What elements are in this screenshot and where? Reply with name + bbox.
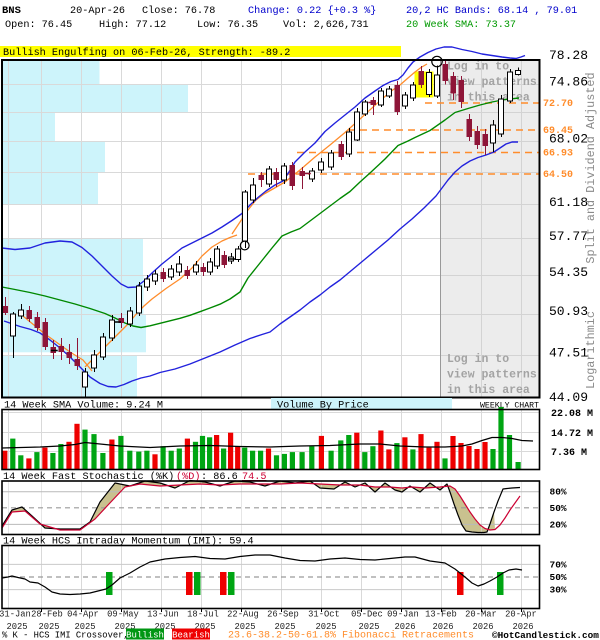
svg-text:2025: 2025 <box>154 622 175 632</box>
svg-text:14 Week HCS Intraday Momentum: 14 Week HCS Intraday Momentum (IMI): 59.… <box>3 536 254 548</box>
svg-text:54.35: 54.35 <box>549 265 588 280</box>
svg-text:Vol: 2,626,731: Vol: 2,626,731 <box>283 19 369 31</box>
svg-text:: 86.6: : 86.6 <box>201 472 238 483</box>
svg-text:28-Feb: 28-Feb <box>31 610 63 620</box>
svg-text:2025: 2025 <box>234 622 255 632</box>
svg-text:20-Mar: 20-Mar <box>465 610 497 620</box>
svg-text:2026: 2026 <box>394 622 415 632</box>
svg-text:view patterns: view patterns <box>447 368 537 381</box>
svg-text:2025: 2025 <box>194 622 215 632</box>
svg-text:WEEKLY CHART: WEEKLY CHART <box>480 402 539 411</box>
svg-text:66.93: 66.93 <box>543 149 573 160</box>
svg-text:2025: 2025 <box>114 622 135 632</box>
svg-text:20,2 HC Bands: 68.14 , 79.01: 20,2 HC Bands: 68.14 , 79.01 <box>406 5 577 17</box>
svg-text:©HotCandlestick.com: ©HotCandlestick.com <box>492 630 599 640</box>
svg-text:72.70: 72.70 <box>543 99 573 110</box>
svg-text:44.09: 44.09 <box>549 390 588 405</box>
svg-text:30%: 30% <box>550 585 567 596</box>
svg-text:74.86: 74.86 <box>549 75 588 90</box>
svg-text:2025: 2025 <box>358 622 379 632</box>
svg-text:Bearish: Bearish <box>172 631 210 640</box>
svg-text:09-Jan: 09-Jan <box>387 610 419 620</box>
svg-text:2025: 2025 <box>74 622 95 632</box>
svg-text:Low: 76.35: Low: 76.35 <box>197 20 258 31</box>
svg-text:Log in to: Log in to <box>447 61 509 74</box>
svg-text:Volume By Price: Volume By Price <box>277 400 369 412</box>
svg-text:in this area: in this area <box>447 384 530 397</box>
svg-text:view patterns: view patterns <box>447 76 537 89</box>
svg-text:18-Jul: 18-Jul <box>187 610 219 620</box>
svg-text:57.77: 57.77 <box>549 229 588 244</box>
svg-text:78.28: 78.28 <box>549 48 588 63</box>
svg-text:2026: 2026 <box>512 622 533 632</box>
svg-text:23.6-38.2-50-61.8% Fibonacci R: 23.6-38.2-50-61.8% Fibonacci Retracement… <box>228 630 474 640</box>
svg-text:Bullish Engulfing on 06-Feb-26: Bullish Engulfing on 06-Feb-26, Strength… <box>3 47 290 59</box>
svg-text:2025: 2025 <box>315 622 336 632</box>
svg-text:22-Aug: 22-Aug <box>227 610 259 620</box>
svg-text:80%: 80% <box>550 487 567 498</box>
svg-text:% K - HCS IMI Crossover,: % K - HCS IMI Crossover, <box>2 631 129 640</box>
svg-text:Open: 76.45: Open: 76.45 <box>5 20 72 31</box>
svg-text:20-Apr-26: 20-Apr-26 <box>70 6 125 17</box>
svg-text:22.08 M: 22.08 M <box>551 409 593 420</box>
svg-text:31-Oct: 31-Oct <box>308 610 340 620</box>
svg-text:50%: 50% <box>550 572 567 583</box>
svg-text:64.50: 64.50 <box>543 170 573 181</box>
svg-text:14 Week SMA Volume: 9.24 M: 14 Week SMA Volume: 9.24 M <box>4 400 163 412</box>
svg-text:2025: 2025 <box>274 622 295 632</box>
svg-text:68.02: 68.02 <box>549 132 588 147</box>
svg-text:2025: 2025 <box>6 622 27 632</box>
svg-text:69.45: 69.45 <box>543 126 573 137</box>
svg-text:2026: 2026 <box>472 622 493 632</box>
svg-text:BNS: BNS <box>2 5 21 17</box>
svg-text:20 Week SMA: 73.37: 20 Week SMA: 73.37 <box>406 19 516 31</box>
svg-text:31-Jan: 31-Jan <box>0 610 31 620</box>
svg-text:13-Jun: 13-Jun <box>147 610 179 620</box>
svg-text:Log in to: Log in to <box>447 353 509 366</box>
svg-text:26-Sep: 26-Sep <box>267 610 299 620</box>
svg-text:04-Apr: 04-Apr <box>67 610 99 620</box>
svg-text:13-Feb: 13-Feb <box>425 610 457 620</box>
svg-text:Close: 76.78: Close: 76.78 <box>142 5 215 17</box>
svg-text:Change: 0.22 {+0.3 %}: Change: 0.22 {+0.3 %} <box>248 5 376 17</box>
svg-text:14.72 M: 14.72 M <box>551 429 593 440</box>
svg-text:05-Dec: 05-Dec <box>351 610 383 620</box>
svg-text:09-May: 09-May <box>107 610 139 620</box>
svg-text:74.5: 74.5 <box>242 472 266 483</box>
svg-text:2026: 2026 <box>432 622 453 632</box>
svg-text:14 Week Fast Stochastic (%K): 14 Week Fast Stochastic (%K) <box>3 471 174 483</box>
svg-text:50%: 50% <box>550 503 567 514</box>
svg-text:2025: 2025 <box>38 622 59 632</box>
svg-text:Split and Dividend Adjusted: Split and Dividend Adjusted <box>584 72 598 263</box>
svg-text:Logarithmic: Logarithmic <box>584 311 598 389</box>
svg-text:50.93: 50.93 <box>549 304 588 319</box>
svg-text:7.36 M: 7.36 M <box>551 448 587 459</box>
svg-text:20-Apr: 20-Apr <box>505 610 537 620</box>
svg-text:Bullish: Bullish <box>126 631 164 640</box>
svg-text:High: 77.12: High: 77.12 <box>99 19 166 31</box>
svg-text:20%: 20% <box>550 519 567 530</box>
svg-text:47.51: 47.51 <box>549 345 588 360</box>
svg-text:61.18: 61.18 <box>549 195 588 210</box>
svg-text:(%D): (%D) <box>176 471 200 483</box>
svg-text:70%: 70% <box>550 559 567 570</box>
